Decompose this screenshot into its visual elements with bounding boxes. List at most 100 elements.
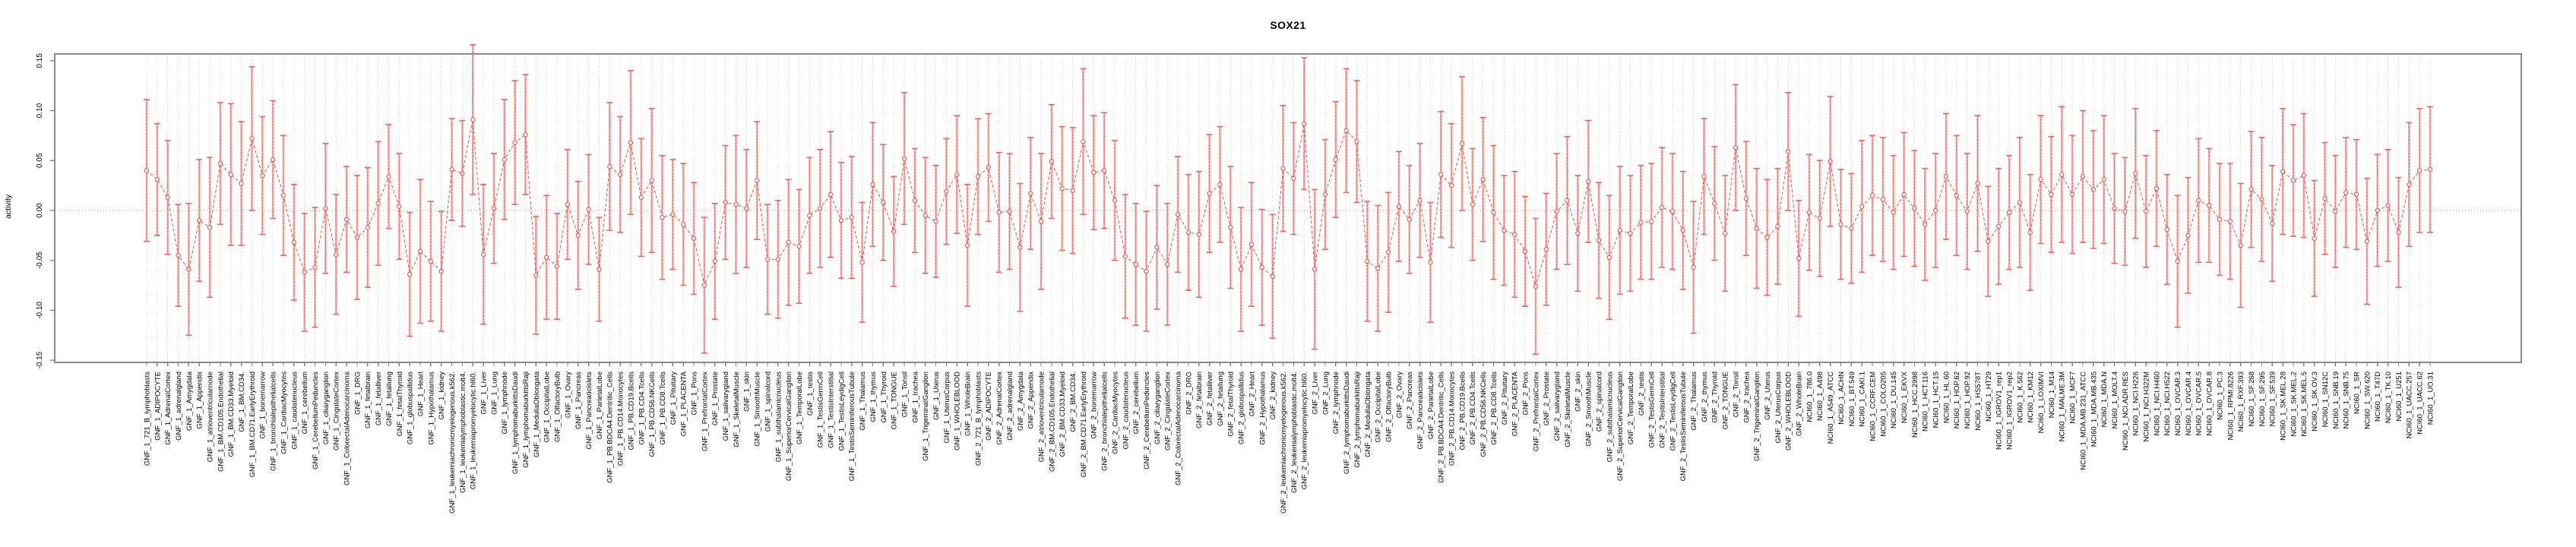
x-tick-label: GNF_1_fetalliver	[375, 372, 383, 425]
x-tick-label: GNF_1_BM.CD71.EarlyErythroid	[248, 372, 257, 477]
x-tick-label: GNF_2_PB.CD56.NKCells	[1479, 372, 1488, 457]
x-tick-label: GNF_2_BM.CD34.	[1069, 372, 1078, 432]
x-tick-label: GNF_1_CerebellumPeduncles	[312, 372, 320, 470]
x-tick-label: GNF_1_fetalbrain	[364, 372, 372, 428]
x-tick-label: GNF_2_Thalamus	[1690, 372, 1698, 431]
x-tick-label: GNF_2_PB.CD4.Tcells	[1469, 372, 1477, 445]
x-tick-label: NCI60_1_COLO205	[1879, 372, 1888, 437]
x-tick-label: GNF_1_leukemialymphoblastic.molt4.	[459, 372, 467, 493]
x-tick-label: NCI60_1_MOLT.4	[2111, 372, 2119, 428]
x-tick-label: GNF_2_TestisGermCell	[1648, 372, 1657, 447]
x-tick-label: GNF_2_lymphomaburkittsRaji	[1353, 372, 1362, 468]
x-tick-label: NCI60_1_NCI.H226	[2132, 372, 2141, 436]
x-tick-label: GNF_2_PLACENTA	[1511, 371, 1520, 436]
x-tick-label: GNF_2_TrigeminalGanglion	[1753, 372, 1761, 461]
x-tick-label: NCI60_1_A498	[1816, 372, 1824, 421]
x-tick-label: GNF_2_PB.BDCA4.Dentritic_Cells	[1438, 372, 1446, 483]
x-tick-label: GNF_1_Lung	[490, 372, 498, 415]
x-tick-label: NCI60_1_RXF.393	[2237, 372, 2245, 432]
x-tick-label: GNF_1_kidney	[438, 372, 446, 420]
x-tick-label: GNF_2_Ovary	[1395, 372, 1404, 418]
x-tick-label: GNF_1_MedullaOblongata	[533, 371, 541, 457]
x-tick-label: GNF_2_SmoothMuscle	[1585, 372, 1593, 447]
x-tick-label: NCI60_1_EKVX	[1900, 371, 1909, 423]
x-tick-label: NCI60_1_SR	[2353, 372, 2361, 414]
x-tick-label: GNF_1_Heart	[416, 372, 425, 416]
x-tick-label: GNF_1_Pituitary	[669, 372, 678, 425]
x-tick-label: GNF_2_Lung	[1321, 372, 1330, 415]
x-tick-label: GNF_2_fetalThyroid	[1227, 372, 1236, 437]
x-tick-label: GNF_1_Prostate	[711, 372, 720, 425]
x-tick-label: GNF_2_globuspallidus	[1238, 372, 1246, 444]
series-line	[146, 119, 2431, 288]
x-tick-label: NCI60_1_HS578T	[1974, 372, 1983, 431]
x-tick-label: NCI60_1_PC.3	[2216, 372, 2224, 420]
x-tick-label: GNF_2_BM.CD71.EarlyErythroid	[1080, 372, 1088, 477]
x-tick-label: NCI60_1_786.0	[1805, 372, 1814, 422]
x-tick-label: GNF_2_Uterus	[1764, 372, 1772, 420]
x-tick-label: GNF_1_PB.CD19.Bcells	[627, 372, 635, 451]
x-tick-label: NCI60_1_TK.10	[2385, 372, 2393, 423]
x-tick-label: GNF_1_BM.CD105.Endothelial	[217, 372, 225, 472]
x-tick-label: NCI60_1_SK.MEL.5	[2300, 372, 2309, 437]
x-tick-label: NCI60_1_SF.539	[2269, 372, 2277, 426]
x-tick-label: GNF_1_BM.CD34.	[238, 372, 246, 432]
x-tick-label: GNF_2_skin	[1574, 372, 1583, 412]
x-tick-label: GNF_1_caudatenucleus	[290, 372, 299, 450]
x-tick-label: NCI60_1_NCI.H460	[2153, 372, 2161, 436]
x-tick-label: GNF_2_OlfactoryBulb	[1385, 372, 1393, 442]
x-tick-label: GNF_2_UterusCorpus	[1774, 372, 1783, 444]
y-axis: 0.15 0.10 0.05 0.00 -0.05 -0.10 -0.15	[36, 53, 55, 368]
x-tick-label: GNF_2_TONGUE	[1722, 372, 1730, 429]
x-tick-label: GNF_1_BM.CD33.Myeloid	[227, 372, 236, 457]
x-tick-label: NCI60_1_LOXIMVI	[2037, 372, 2046, 433]
chart-title: SOX21	[1270, 19, 1306, 31]
x-tick-label: GNF_2_salivarygland	[1553, 372, 1562, 441]
x-tick-label: GNF_2_ParietalLobe	[1427, 372, 1435, 439]
x-tick-label: GNF_2_kidney	[1269, 372, 1277, 420]
x-tick-label: NCI60_1_OVCAR.5	[2195, 372, 2204, 435]
x-tick-label: GNF_1_WholeBrain	[964, 372, 973, 436]
x-tick-label: NCI60_1_HOP.92	[1964, 372, 1972, 428]
x-tick-label: NCI60_1_SK.OV.3	[2311, 372, 2319, 432]
x-tick-label: GNF_2_fetalliver	[1206, 372, 1214, 425]
x-tick-label: NCI60_1_SW.620	[2363, 372, 2372, 429]
x-tick-label: GNF_2_thymus	[1701, 372, 1709, 422]
x-tick-label: NCI60_1_SF.295	[2258, 372, 2267, 426]
x-tick-label: GNF_2_Heart	[1248, 372, 1256, 416]
x-tick-label: NCI60_1_OVCAR.8	[2206, 372, 2214, 435]
data-point-markers	[144, 117, 2433, 289]
x-tick-label: GNF_1_TrigeminalGanglion	[922, 372, 930, 461]
x-tick-label: NCI60_1_MALME.3M	[2059, 372, 2067, 441]
x-tick-label: NCI60_1_SNB.75	[2343, 372, 2351, 429]
x-tick-label: GNF_1_cerebellum	[301, 372, 309, 434]
x-tick-label: GNF_1_leukemiapromyelocytic.hl60.	[470, 372, 478, 489]
x-tick-label: NCI60_1_IGROV1_rep1	[1995, 372, 2004, 450]
y-tick-label: 0.05	[36, 153, 44, 168]
x-tick-label: GNF_2_OccipitalLobe	[1375, 372, 1383, 442]
x-tick-label: NCI60_1_NCI.H322M	[2143, 372, 2151, 441]
x-gridlines	[146, 55, 2431, 362]
x-tick-label: GNF_1_PrefrontalCortex	[701, 372, 709, 451]
x-tick-label: NCI60_1_U251	[2395, 372, 2404, 422]
x-tick-label: GNF_2_Prostate	[1543, 372, 1551, 425]
x-tick-label: GNF_2_Pituitary	[1501, 372, 1509, 425]
x-tick-label: NCI60_1_MDA.MB.435	[2090, 372, 2098, 447]
x-tick-label: GNF_1_721_B_lymphoblasts	[143, 372, 151, 466]
x-tick-label: NCI60_1_NCI.H522	[2163, 372, 2172, 436]
x-tick-label: GNF_2_Pancreas	[1406, 372, 1414, 429]
x-tick-label: GNF_1_PB.CD8.Tcells	[659, 372, 667, 445]
x-tick-label: NCI60_1_HOP.62	[1953, 372, 1961, 428]
x-tick-label: GNF_2_CardiacMyocytes	[1111, 372, 1119, 454]
x-tick-label: GNF_1_Pancreas	[574, 372, 583, 429]
x-tick-label: GNF_1_Appendix	[196, 372, 204, 429]
x-axis-ticks	[146, 362, 2431, 366]
x-tick-label: GNF_2_bonemarrow	[1090, 372, 1099, 439]
x-tick-label: NCI60_1_UACC.62	[2416, 372, 2425, 435]
x-tick-label: GNF_2_ADIPOCYTE	[985, 372, 993, 441]
x-tick-label: NCI60_1_A549_ATCC	[1827, 372, 1835, 444]
x-tick-label: GNF_1_atrioventricularnode	[206, 372, 214, 462]
x-tick-label: GNF_2_WholeBrain	[1796, 372, 1804, 436]
x-tick-label: GNF_2_adrenalgland	[1006, 372, 1014, 441]
y-tick-label: 0.00	[36, 203, 44, 218]
